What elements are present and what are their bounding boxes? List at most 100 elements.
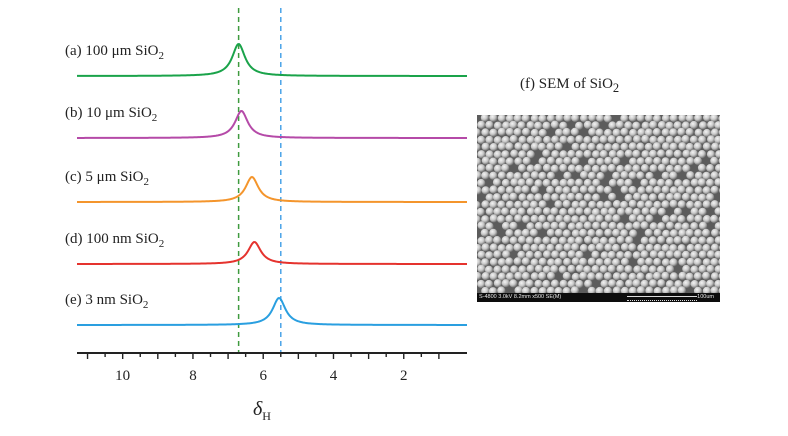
sem-particle [600, 221, 609, 230]
sem-particle [542, 149, 551, 158]
sem-particle [542, 121, 551, 130]
sem-particle [571, 272, 580, 282]
sem-particle [488, 287, 498, 293]
sem-particle [489, 171, 498, 180]
sem-particle [644, 115, 654, 123]
sem-particle [493, 279, 502, 288]
sem-particle [533, 236, 542, 245]
sem-particle [669, 171, 678, 180]
sem-particle [517, 207, 526, 216]
sem-particle [702, 271, 711, 280]
sem-particle [677, 215, 686, 224]
sem-particle [604, 228, 613, 237]
sem-particle [685, 186, 694, 195]
sem-particle [567, 207, 576, 216]
sem-particle [607, 135, 616, 144]
sem-particle [493, 164, 503, 173]
series-label-a: (a) 100 μm SiO2 [65, 43, 164, 62]
sem-particle [477, 221, 486, 230]
sem-particle [489, 143, 498, 152]
sem-particle [562, 287, 571, 293]
sem-particle [620, 115, 629, 123]
sem-particle [546, 228, 555, 237]
sem-particle [543, 135, 552, 145]
sem-particle [648, 193, 658, 202]
sem-particle [608, 178, 617, 188]
sem-particle [547, 271, 556, 280]
sem-particle [697, 178, 706, 187]
sem-particle [703, 115, 712, 122]
sem-particle [514, 185, 523, 194]
x-axis: 10 8 6 4 2 [77, 352, 467, 384]
sem-particle [633, 265, 642, 274]
sem-particle [603, 257, 613, 267]
sem-particle [530, 185, 540, 194]
spectrum-d [77, 241, 467, 265]
sem-particle [542, 236, 551, 245]
sem-particle [653, 271, 662, 281]
x-tick-label: 10 [115, 368, 130, 384]
sem-particle [611, 243, 621, 253]
sem-particle [629, 157, 638, 166]
sem-particle [702, 200, 711, 209]
sem-particle [702, 142, 711, 151]
sem-particle [690, 250, 699, 260]
sem-particle [628, 142, 637, 151]
sem-particle [686, 171, 695, 180]
sem-particle [595, 286, 604, 293]
sem-particle [632, 251, 641, 260]
sem-particle [718, 143, 720, 150]
sem-particle [640, 250, 649, 259]
sem-particle [632, 221, 641, 230]
sem-particle [640, 178, 649, 187]
sem-particle [632, 149, 641, 158]
sem-particle [640, 193, 649, 202]
sem-particle [514, 286, 523, 293]
sem-particle [698, 264, 707, 274]
sem-particle [710, 156, 719, 165]
sem-particle [702, 186, 711, 195]
sem-particle [599, 135, 608, 144]
sem-particle [530, 286, 539, 293]
sem-particle [485, 193, 494, 202]
reference-lines [237, 8, 282, 353]
sem-particle [669, 199, 678, 208]
sem-particle [587, 185, 597, 194]
sem-particle [509, 135, 518, 144]
sem-particle [588, 200, 597, 209]
sem-particle [592, 221, 601, 230]
sem-particle [644, 156, 654, 165]
sem-particle [592, 236, 601, 245]
sem-particle [694, 229, 703, 238]
sem-particle [530, 214, 539, 223]
sem-particle [595, 258, 604, 267]
sem-particle [628, 115, 637, 122]
sem-particle [538, 257, 547, 266]
sem-particle [702, 128, 712, 138]
sem-particle [555, 214, 564, 223]
series-label-e: (e) 3 nm SiO2 [65, 292, 148, 311]
spectrum-b [77, 110, 467, 139]
sem-particle [497, 115, 506, 123]
sem-particle [538, 128, 547, 138]
sem-particle [649, 120, 658, 129]
sem-particle [501, 221, 511, 231]
sem-particle [534, 279, 543, 288]
sem-particle [497, 272, 507, 281]
sem-particle [502, 250, 511, 259]
sem-particle [505, 142, 514, 151]
sem-particle [604, 143, 613, 152]
sem-particle [533, 163, 542, 172]
sem-particle [477, 207, 485, 217]
spectra-curves [77, 43, 467, 326]
sem-particle [657, 121, 667, 130]
sem-particle [558, 221, 567, 230]
sem-scale-bar [627, 296, 697, 301]
sem-particle [674, 164, 683, 173]
sem-particle [477, 272, 482, 281]
sem-particle [555, 243, 564, 252]
sem-particle [497, 185, 506, 195]
sem-particle [521, 143, 530, 152]
sem-particle [591, 135, 600, 144]
sem-particle [665, 265, 675, 274]
